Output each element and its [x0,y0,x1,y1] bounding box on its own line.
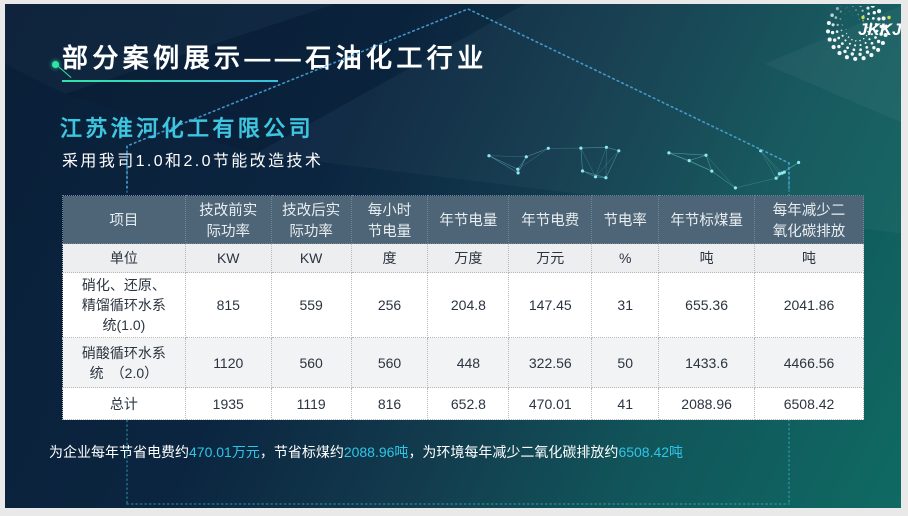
svg-text:JKKJ: JKKJ [858,20,901,39]
